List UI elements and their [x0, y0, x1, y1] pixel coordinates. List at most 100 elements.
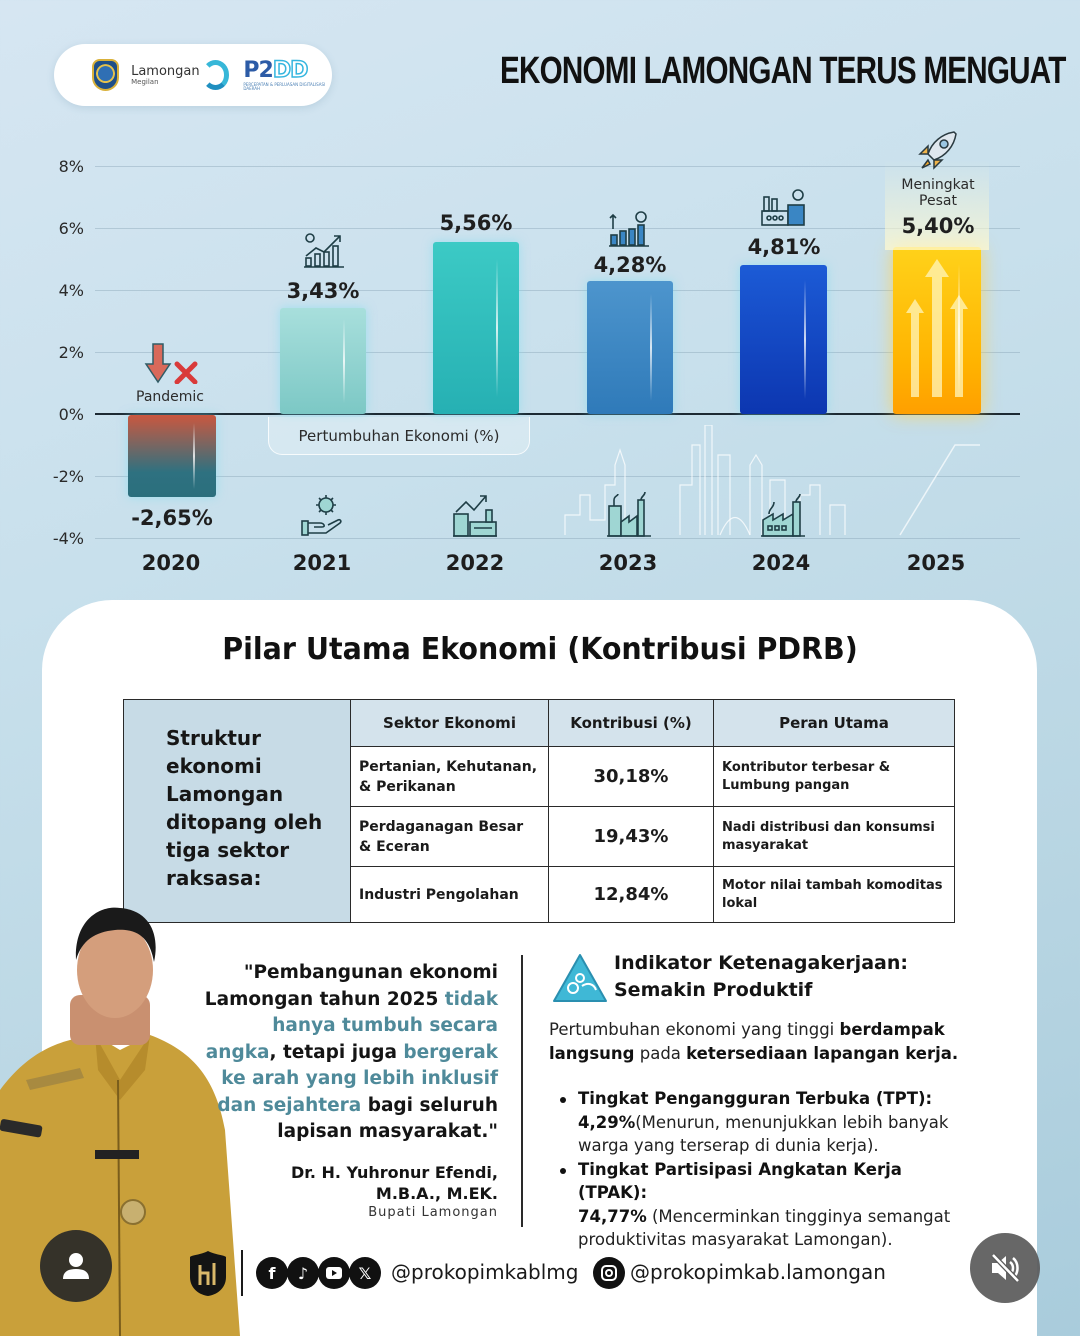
prokopim-shield-icon: [190, 1251, 226, 1296]
footer-divider: [241, 1250, 243, 1296]
value-label-2020: -2,65%: [131, 506, 213, 530]
logo-banner: Lamongan Megilan P2DD PERCEPATAN & PERLU…: [54, 44, 332, 106]
column-header: Kontribusi (%): [548, 699, 714, 747]
quote-highlight: tidak hanya tumbuh secara angka: [205, 988, 498, 1063]
column-header: Peran Utama: [713, 699, 955, 747]
quote-text: , tetapi juga: [269, 1041, 404, 1063]
youtube-play-glyph: [326, 1267, 342, 1279]
profile-icon: [63, 1253, 89, 1279]
gridline: [95, 352, 1020, 353]
y-tick: 2%: [58, 343, 84, 362]
annotation-line: Meningkat: [901, 177, 975, 193]
y-tick: -2%: [52, 467, 84, 486]
regent-quote: "Pembangunan ekonomi Lamongan tahun 2025…: [200, 960, 498, 1146]
x-label-2023: 2023: [598, 551, 658, 575]
buildings-growth-icon: [453, 495, 497, 537]
value-label-2022: 5,56%: [439, 211, 513, 235]
gridline: [95, 228, 1020, 229]
employment-indicators: Tingkat Pengangguran Terbuka (TPT): 4,29…: [558, 1087, 968, 1252]
tiktok-icon[interactable]: ♪: [287, 1257, 319, 1289]
social-handle[interactable]: @prokopimkablmg: [391, 1260, 579, 1284]
table-header-row: Struktur ekonomi Lamongan ditopang oleh …: [123, 699, 955, 923]
rocket-icon: [918, 131, 957, 170]
finance-chart-gear-icon: [609, 211, 649, 247]
indicator-value: 4,29%: [578, 1112, 636, 1132]
mute-button[interactable]: [970, 1233, 1040, 1303]
role-cell: Kontributor terbesar & Lumbung pangan: [713, 746, 955, 807]
bar-2024[interactable]: [740, 265, 827, 414]
bar-2023[interactable]: [587, 281, 673, 414]
youtube-icon[interactable]: [318, 1257, 350, 1289]
pdrb-table: Struktur ekonomi Lamongan ditopang oleh …: [123, 699, 955, 923]
x-label-2022: 2022: [445, 551, 505, 575]
industry-icon: [607, 491, 651, 537]
instagram-icon[interactable]: [593, 1257, 625, 1289]
page-title: EKONOMI LAMONGAN TERUS MENGUAT: [500, 50, 1066, 92]
factory-gear-icon: [761, 189, 805, 226]
indicator-tpt: Tingkat Pengangguran Terbuka (TPT): 4,29…: [558, 1087, 968, 1158]
bar-2020[interactable]: [128, 415, 216, 497]
value-label-2024: 4,81%: [747, 235, 821, 259]
table-row: Industri Pengolahan 12,84% Motor nilai t…: [124, 866, 955, 923]
intro-emphasis: berdampak langsung: [549, 1020, 945, 1063]
p2dd-logo: P2DD PERCEPATAN & PERLUASAN DIGITALISASI…: [243, 57, 332, 91]
x-label-2024: 2024: [751, 551, 811, 575]
indicator-desc: (Menurun, menunjukkan lebih banyak warga…: [578, 1112, 949, 1156]
instagram-handle[interactable]: @prokopimkab.lamongan: [630, 1260, 886, 1284]
x-icon[interactable]: 𝕏: [349, 1257, 381, 1289]
quote-text: bagi seluruh lapisan masyarakat.": [277, 1094, 498, 1143]
x-label-2021: 2021: [292, 551, 352, 575]
indicator-label: Tingkat Pengangguran Terbuka (TPT):: [578, 1089, 933, 1108]
indicator-label: Tingkat Partisipasi Angkatan Kerja (TPAK…: [578, 1159, 902, 1203]
series-label: Pertumbuhan Ekonomi (%): [268, 417, 530, 455]
gridline: [95, 166, 1020, 167]
section-title-pillars: Pilar Utama Ekonomi (Kontribusi PDRB): [222, 632, 858, 667]
author-name: Dr. H. Yuhronur Efendi,: [290, 1163, 498, 1182]
factory-icon: [761, 493, 805, 537]
employment-title: Indikator Ketenagakerjaan: Semakin Produ…: [614, 950, 908, 1004]
table-intro: Struktur ekonomi Lamongan ditopang oleh …: [123, 699, 351, 923]
bar-2022[interactable]: [433, 242, 519, 414]
profile-button[interactable]: [40, 1230, 112, 1302]
author-role: Bupati Lamongan: [368, 1205, 498, 1220]
y-tick: 4%: [58, 281, 84, 300]
indicator-value: 74,77%: [578, 1206, 647, 1226]
table-row: Pertanian, Kehutanan, & Perikanan 30,18%…: [124, 746, 955, 807]
y-tick: 6%: [58, 219, 84, 238]
highlight-glow: [885, 160, 989, 250]
contribution-cell: 30,18%: [548, 746, 714, 807]
employment-intro: Pertumbuhan ekonomi yang tinggi berdampa…: [549, 1018, 969, 1066]
intro-text: pada: [634, 1044, 687, 1063]
lamongan-crest-icon: [92, 59, 120, 91]
bar-2025[interactable]: [893, 247, 981, 414]
intro-text: Pertumbuhan ekonomi yang tinggi: [549, 1020, 840, 1039]
dolphin-wave-icon: [201, 60, 230, 90]
gridline: [95, 290, 1020, 291]
annotation-line: Pesat: [919, 193, 957, 209]
p2dd-subtitle: PERCEPATAN & PERLUASAN DIGITALISASI DAER…: [243, 81, 326, 91]
x-label-2020: 2020: [141, 551, 201, 575]
annotation-pandemic: Pandemic: [136, 389, 204, 405]
gridline: [95, 476, 1020, 477]
quote-highlight: bergerak ke arah yang lebih inklusif dan…: [217, 1041, 498, 1116]
y-tick: 0%: [58, 405, 84, 424]
facebook-icon[interactable]: f: [256, 1257, 288, 1289]
column-divider: [521, 955, 523, 1227]
growth-chart-gear-icon: [304, 233, 344, 268]
bar-2021[interactable]: [280, 308, 366, 414]
p2dd-wordmark: P2DD: [243, 57, 309, 83]
down-arrow-cross-icon: [144, 343, 198, 384]
contribution-cell: 19,43%: [548, 806, 714, 867]
value-label-2021: 3,43%: [286, 279, 360, 303]
role-cell: Motor nilai tambah komoditas lokal: [713, 866, 955, 923]
contribution-cell: 12,84%: [548, 866, 714, 923]
y-tick: 8%: [58, 157, 84, 176]
city-skyline-icon: [564, 425, 980, 536]
virus-hand-icon: [301, 495, 342, 536]
indicator-desc: (Mencerminkan tingginya semangat produkt…: [578, 1206, 951, 1250]
gears-hand-warning-icon: [553, 954, 607, 1002]
value-label-2025: 5,40%: [901, 214, 975, 238]
gridline: [95, 538, 1020, 539]
brand-name: Lamongan: [131, 63, 200, 79]
annotation-meningkat-pesat: Meningkat Pesat: [878, 177, 998, 209]
